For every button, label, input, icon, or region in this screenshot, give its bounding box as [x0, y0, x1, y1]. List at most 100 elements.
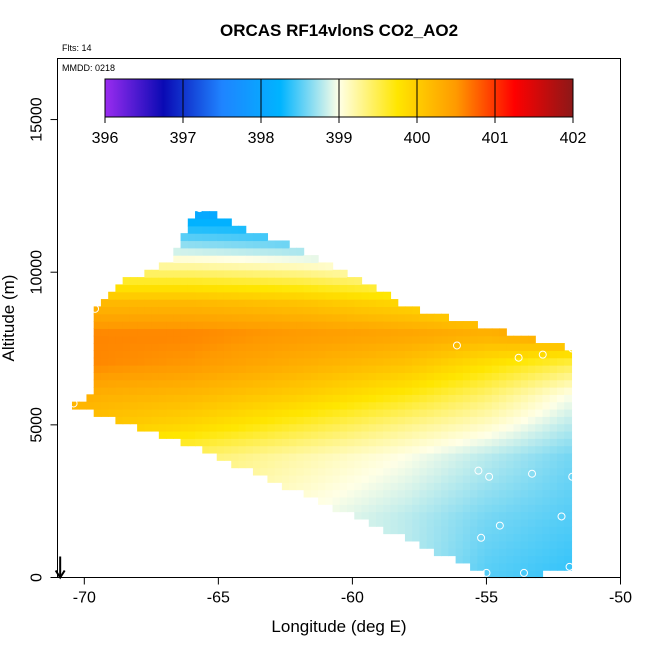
heatmap-cell	[520, 401, 529, 410]
heatmap-cell	[223, 379, 232, 388]
heatmap-cell	[100, 350, 109, 359]
heatmap-cell	[332, 350, 341, 359]
heatmap-cell	[376, 365, 384, 373]
heatmap-cell	[223, 299, 232, 307]
heatmap-cell	[441, 328, 449, 337]
heatmap-cell	[397, 321, 406, 329]
heatmap-cell	[231, 357, 240, 366]
heatmap-cell	[252, 401, 261, 410]
chart-title: ORCAS RF14vlonS CO2_AO2	[220, 21, 458, 40]
heatmap-cell	[216, 255, 225, 264]
heatmap-cell	[238, 416, 247, 425]
heatmap-cell	[433, 321, 442, 329]
heatmap-cell	[535, 533, 544, 542]
heatmap-cell	[260, 357, 269, 366]
heatmap-cell	[520, 343, 529, 351]
heatmap-cell	[556, 387, 565, 395]
heatmap-cell	[325, 365, 334, 373]
heatmap-cell	[455, 533, 464, 542]
heatmap-cell	[289, 482, 297, 491]
heatmap-cell	[339, 430, 348, 439]
heatmap-cell	[441, 496, 449, 505]
heatmap-cell	[209, 430, 218, 439]
heatmap-cell	[477, 526, 486, 535]
heatmap-cell	[216, 247, 225, 256]
heatmap-cell	[144, 321, 153, 329]
heatmap-cell	[528, 482, 536, 491]
heatmap-cell	[528, 372, 536, 381]
heatmap-cell	[166, 328, 174, 337]
heatmap-cell	[289, 335, 297, 344]
heatmap-cell	[231, 313, 240, 322]
heatmap-cell	[303, 452, 312, 461]
heatmap-cell	[274, 438, 283, 447]
heatmap-cell	[390, 526, 399, 535]
heatmap-cell	[202, 321, 211, 329]
heatmap-cell	[238, 394, 247, 403]
heatmap-cell	[93, 313, 102, 322]
heatmap-cell	[441, 533, 449, 542]
heatmap-cell	[499, 504, 507, 513]
heatmap-cell	[491, 474, 500, 483]
heatmap-cell	[491, 365, 500, 373]
heatmap-cell	[137, 328, 145, 337]
heatmap-cell	[339, 299, 348, 307]
heatmap-cell	[223, 247, 232, 256]
heatmap-cell	[303, 321, 312, 329]
heatmap-cell	[412, 489, 421, 498]
heatmap-cell	[173, 306, 182, 315]
heatmap-cell	[419, 540, 428, 549]
heatmap-cell	[441, 452, 449, 461]
heatmap-cell	[144, 408, 153, 417]
heatmap-cell	[166, 350, 174, 359]
heatmap-cell	[289, 306, 297, 315]
heatmap-cell	[332, 504, 341, 513]
heatmap-cell	[535, 452, 544, 461]
heatmap-cell	[412, 526, 421, 535]
heatmap-cell	[274, 445, 283, 454]
heatmap-cell	[318, 474, 326, 483]
heatmap-cell	[216, 423, 225, 432]
heatmap-cell	[506, 489, 515, 498]
heatmap-cell	[100, 408, 109, 417]
heatmap-cell	[100, 299, 109, 307]
heatmap-cell	[528, 562, 536, 571]
heatmap-cell	[491, 379, 500, 388]
heatmap-cell	[535, 379, 544, 388]
heatmap-cell	[108, 313, 117, 322]
heatmap-cell	[144, 372, 153, 381]
heatmap-cell	[484, 365, 493, 373]
heatmap-cell	[310, 482, 319, 491]
colorbar-tick-label: 397	[170, 130, 197, 147]
heatmap-cell	[462, 335, 471, 344]
heatmap-cell	[448, 445, 457, 454]
heatmap-cell	[231, 299, 240, 307]
heatmap-cell	[267, 460, 276, 469]
heatmap-cell	[354, 408, 363, 417]
heatmap-cell	[419, 445, 428, 454]
heatmap-cell	[455, 365, 464, 373]
heatmap-cell	[115, 387, 124, 395]
heatmap-cell	[318, 372, 326, 381]
heatmap-cell	[484, 526, 493, 535]
heatmap-cell	[180, 401, 189, 410]
heatmap-cell	[383, 496, 392, 505]
heatmap-cell	[325, 306, 334, 315]
heatmap-cell	[281, 452, 290, 461]
heatmap-cell	[361, 438, 370, 447]
heatmap-cell	[231, 379, 240, 388]
heatmap-cell	[166, 430, 174, 439]
heatmap-cell	[144, 284, 153, 293]
heatmap-cell	[195, 306, 203, 315]
heatmap-cell	[347, 365, 355, 373]
heatmap-cell	[354, 474, 363, 483]
heatmap-cell	[137, 372, 145, 381]
heatmap-cell	[549, 387, 558, 395]
heatmap-cell	[122, 372, 131, 381]
heatmap-cell	[441, 474, 449, 483]
heatmap-cell	[108, 357, 117, 366]
heatmap-cell	[499, 562, 507, 571]
heatmap-cell	[470, 518, 478, 527]
heatmap-cell	[267, 240, 276, 249]
